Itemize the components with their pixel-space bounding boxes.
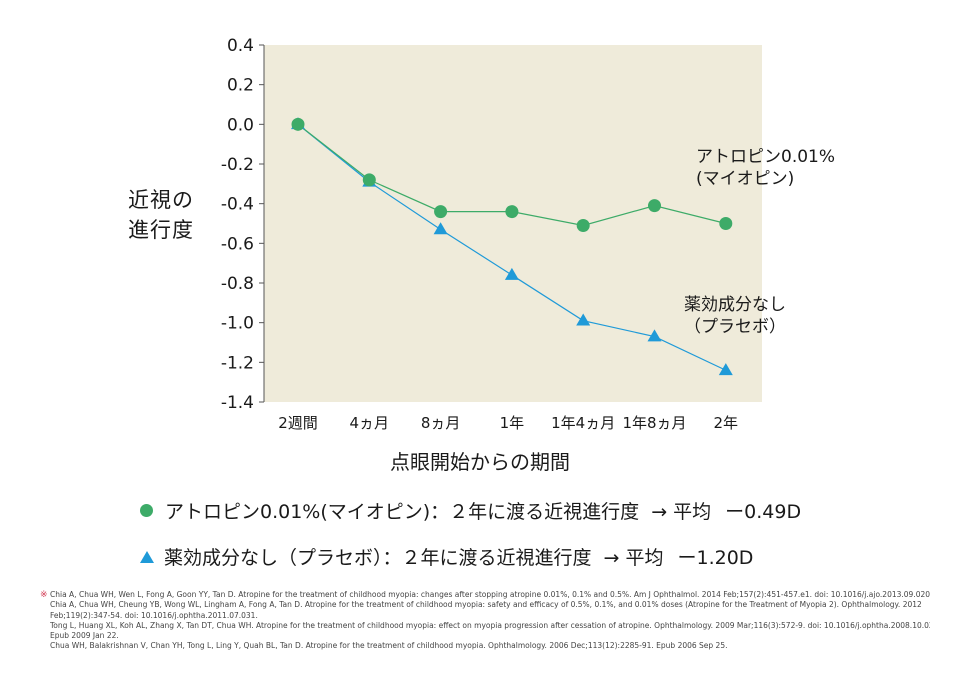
y-axis-label: 近視の 進行度	[128, 185, 194, 245]
y-tick-label: 0.4	[227, 36, 254, 56]
legend-item-placebo: 薬効成分なし（プラセボ）：２年に渡る近視進行度 → 平均 ー1.20D	[140, 543, 753, 570]
placebo-data-point	[504, 267, 519, 280]
legend-arrow: → 平均	[651, 501, 712, 523]
y-tick-label: -0.8	[221, 274, 254, 294]
legend-value: ー0.49D	[725, 501, 802, 523]
x-tick-label: 1年	[500, 414, 525, 432]
x-tick-label: 1年4ヵ月	[551, 414, 615, 432]
reference-line: Chua WH, Balakrishnan V, Chan YH, Tong L…	[50, 641, 728, 651]
placebo-data-point	[647, 329, 662, 342]
y-tick-label: -1.4	[221, 393, 254, 413]
legend-label: 薬効成分なし（プラセボ）：２年に渡る近視進行度	[164, 547, 592, 569]
y-axis-label-line: 進行度	[128, 218, 194, 242]
x-tick-label: 2週間	[278, 414, 318, 432]
y-tick-label: -0.4	[221, 195, 254, 215]
x-tick-label: 1年8ヵ月	[622, 414, 686, 432]
atropine-data-point	[291, 117, 305, 131]
annotation-line: 薬効成分なし	[684, 295, 786, 315]
legend-value: ー1.20D	[677, 547, 754, 569]
annotation-line: (マイオピン)	[696, 169, 795, 189]
atropine-data-point	[362, 173, 376, 187]
reference-line: Tong L, Huang XL, Koh AL, Zhang X, Tan D…	[50, 620, 930, 630]
legend-arrow: → 平均	[603, 547, 664, 569]
x-tick-label: 4ヵ月	[350, 414, 390, 432]
plot-area	[264, 45, 762, 402]
atropine-data-point	[505, 205, 519, 219]
legend-label: アトロピン0.01%(マイオピン)：２年に渡る近視進行度	[165, 501, 640, 523]
circle-marker-icon	[140, 504, 153, 517]
note-mark: ※	[40, 590, 48, 600]
annotation-line: （プラセボ）	[684, 317, 786, 337]
y-tick-label: 0.0	[227, 115, 254, 135]
atropine-data-point	[576, 218, 590, 232]
atropine-data-point	[434, 205, 448, 219]
reference-line: Chia A, Chua WH, Cheung YB, Wong WL, Lin…	[50, 600, 922, 610]
y-tick-label: -0.6	[221, 234, 254, 254]
annotation-line: アトロピン0.01%	[696, 147, 836, 167]
legend-item-atropine: アトロピン0.01%(マイオピン)：２年に渡る近視進行度 → 平均 ー0.49D	[140, 497, 801, 524]
atropine-data-point	[648, 199, 661, 213]
y-tick-label: -0.2	[221, 155, 254, 175]
atropine-data-point	[719, 217, 733, 230]
reference-line: Feb;119(2):347-54. doi: 10.1016/j.ophtha…	[50, 610, 258, 620]
reference-list: Chia A, Chua WH, Wen L, Fong A, Goon YY,…	[50, 590, 930, 652]
placebo-data-point	[433, 222, 448, 235]
reference-line: Epub 2009 Jan 22.	[50, 631, 119, 641]
placebo-series-annotation: 薬効成分なし （プラセボ）	[684, 294, 786, 338]
y-tick-label: 0.2	[227, 76, 254, 96]
axes: 0.4 0.2 0.0 -0.2 -0.4 -0.6 -0.8 -1.0 -1.2 -1.4 2週間…	[221, 36, 738, 432]
placebo-data-point	[576, 313, 591, 326]
triangle-marker-icon	[140, 550, 154, 563]
atropine-series-annotation: アトロピン0.01% (マイオピン)	[696, 146, 835, 190]
x-tick-label: 2年	[714, 414, 739, 432]
reference-line: Chia A, Chua WH, Wen L, Fong A, Goon YY,…	[50, 590, 930, 599]
x-axis-label: 点眼開始からの期間	[390, 450, 570, 474]
x-tick-label: 8ヵ月	[421, 414, 461, 432]
y-tick-label: -1.0	[221, 314, 254, 334]
placebo-data-point	[718, 363, 733, 376]
y-tick-label: -1.2	[221, 353, 254, 373]
y-axis-label-line: 近視の	[128, 188, 194, 212]
series-layer	[291, 117, 733, 376]
